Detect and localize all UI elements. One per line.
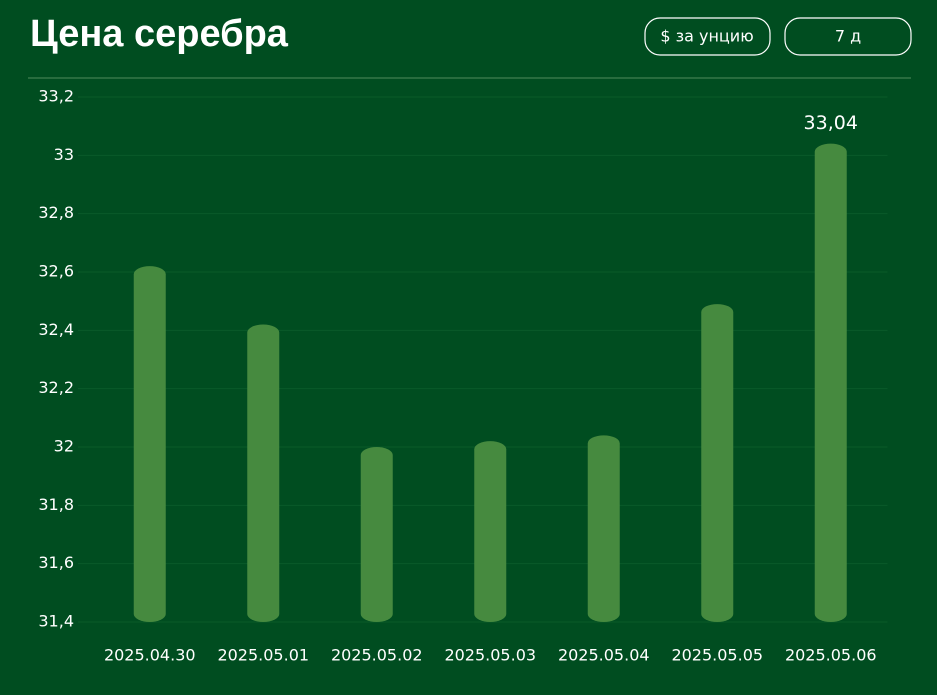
- period-button-label[interactable]: 7 д: [835, 27, 861, 46]
- x-tick-label: 2025.05.05: [671, 646, 763, 665]
- y-tick-label: 32,8: [38, 203, 74, 222]
- bar: [587, 435, 620, 622]
- y-tick-label: 31,6: [38, 553, 74, 572]
- y-tick-label: 32,4: [38, 320, 74, 339]
- period-button[interactable]: 7 д: [784, 17, 912, 56]
- bar: [701, 304, 734, 622]
- unit-button-frame[interactable]: [644, 17, 771, 56]
- period-button-frame[interactable]: [784, 17, 912, 56]
- y-tick-label: 32: [54, 437, 74, 456]
- unit-button-label[interactable]: $ за унцию: [660, 27, 753, 46]
- y-tick-label: 32,2: [38, 378, 74, 397]
- y-tick-label: 31,8: [38, 495, 74, 514]
- y-tick-label: 31,4: [38, 612, 74, 631]
- y-tick-label: 32,6: [38, 262, 74, 281]
- y-tick-label: 33: [54, 145, 74, 164]
- x-tick-label: 2025.05.06: [785, 646, 877, 665]
- bar: [247, 324, 280, 622]
- bar: [474, 441, 507, 622]
- x-tick-label: 2025.05.04: [558, 646, 650, 665]
- x-tick-label: 2025.05.02: [331, 646, 423, 665]
- bar: [814, 143, 847, 622]
- page-title: Цена серебра: [30, 13, 289, 55]
- x-tick-label: 2025.05.03: [444, 646, 536, 665]
- bar: [360, 447, 393, 622]
- x-tick-label: 2025.04.30: [104, 646, 196, 665]
- data-label: 33,04: [804, 112, 858, 134]
- bar: [133, 266, 166, 622]
- y-tick-label: 33,2: [38, 87, 74, 106]
- x-tick-label: 2025.05.01: [217, 646, 309, 665]
- unit-button[interactable]: $ за унцию: [644, 17, 771, 56]
